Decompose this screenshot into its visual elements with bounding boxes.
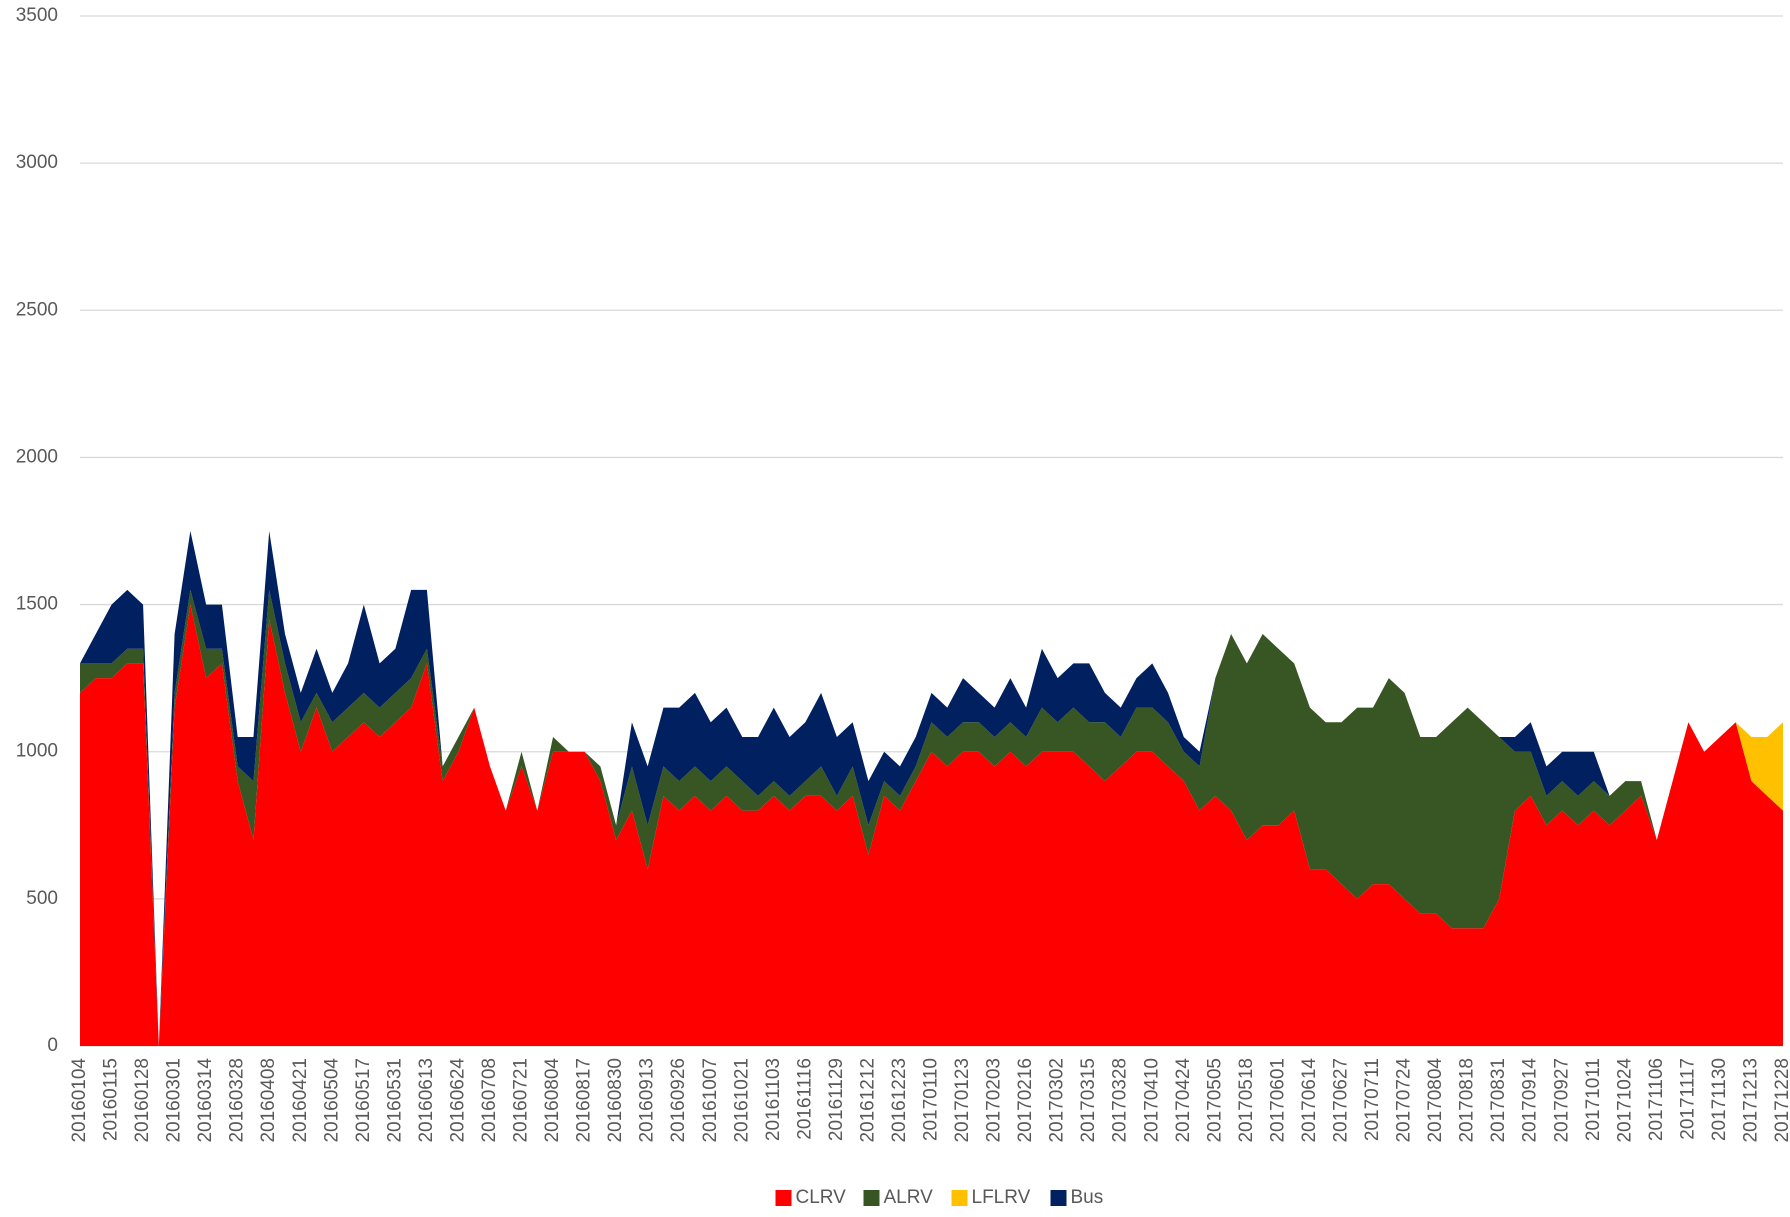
x-tick-label: 20160517 <box>353 1058 374 1143</box>
x-tick-label: 20170627 <box>1330 1058 1351 1143</box>
x-tick-label: 20160804 <box>542 1058 563 1143</box>
x-tick-label: 20161103 <box>763 1058 784 1141</box>
x-tick-label: 20160421 <box>290 1058 311 1143</box>
x-tick-label: 20160328 <box>227 1058 248 1143</box>
x-tick-label: 20160830 <box>605 1058 626 1143</box>
x-tick-label: 20160314 <box>195 1058 216 1143</box>
legend-swatch <box>863 1190 880 1206</box>
x-tick-label: 20170831 <box>1488 1058 1509 1143</box>
legend-label: LFLRV <box>972 1187 1031 1208</box>
y-tick-label: 3000 <box>16 152 58 173</box>
x-tick-label: 20160926 <box>668 1058 689 1143</box>
x-tick-label: 20161021 <box>731 1058 752 1143</box>
x-tick-label: 20170518 <box>1236 1058 1257 1143</box>
legend-swatch <box>951 1190 968 1206</box>
x-tick-label: 20170302 <box>1047 1058 1068 1143</box>
x-tick-label: 20160913 <box>637 1058 658 1143</box>
legend: CLRV ALRV LFLRV Bus <box>775 1187 1104 1208</box>
y-tick-label: 2000 <box>16 446 58 467</box>
x-tick-label: 20160128 <box>132 1058 153 1143</box>
x-tick-label: 20160708 <box>479 1058 500 1143</box>
y-tick-label: 0 <box>47 1035 58 1056</box>
x-tick-label: 20170315 <box>1078 1058 1099 1143</box>
x-tick-label: 20170216 <box>1015 1058 1036 1143</box>
x-tick-label: 20170110 <box>921 1058 942 1141</box>
x-tick-label: 20160115 <box>101 1058 122 1141</box>
y-tick-label: 3500 <box>16 5 58 26</box>
x-tick-label: 20160531 <box>384 1058 405 1143</box>
legend-label: CLRV <box>796 1187 847 1208</box>
x-tick-label: 20161223 <box>889 1058 910 1143</box>
x-tick-label: 20170410 <box>1141 1058 1162 1143</box>
x-tick-label: 20170424 <box>1173 1058 1194 1143</box>
x-tick-label: 20170614 <box>1299 1058 1320 1143</box>
x-tick-label: 20171106 <box>1646 1058 1667 1141</box>
x-tick-label: 20170601 <box>1267 1058 1288 1143</box>
legend-label: ALRV <box>884 1187 934 1208</box>
area-clrv <box>80 604 1783 1046</box>
area-alrv <box>80 589 1783 1046</box>
x-tick-label: 20171011 <box>1583 1058 1604 1141</box>
x-tick-label: 20160613 <box>416 1058 437 1143</box>
x-tick-label: 20170203 <box>984 1058 1005 1143</box>
x-tick-label: 20171213 <box>1740 1058 1761 1143</box>
x-tick-label: 20161129 <box>826 1058 847 1141</box>
labels: 0 500 1000 1500 2000 2500 3000 3500 20160104 2016… <box>16 5 1790 1143</box>
x-tick-label: 20170328 <box>1110 1058 1131 1143</box>
x-tick-label: 20160504 <box>321 1058 342 1143</box>
legend-swatch <box>1050 1190 1067 1206</box>
legend-swatch <box>775 1190 792 1206</box>
legend-label: Bus <box>1071 1187 1104 1208</box>
x-tick-label: 20160408 <box>258 1058 279 1143</box>
y-tick-label: 1500 <box>16 594 58 615</box>
x-tick-label: 20160104 <box>69 1058 90 1143</box>
x-tick-label: 20160721 <box>511 1058 532 1143</box>
x-tick-label: 20160624 <box>447 1058 468 1143</box>
x-tick-label: 20161007 <box>700 1058 721 1143</box>
x-tick-label: 20171024 <box>1614 1058 1635 1143</box>
x-tick-label: 20171117 <box>1677 1058 1698 1140</box>
x-tick-label: 20170711 <box>1362 1058 1383 1141</box>
x-tick-label: 20160301 <box>164 1058 185 1143</box>
x-tick-label: 20170123 <box>952 1058 973 1143</box>
x-tick-label: 20170927 <box>1551 1058 1572 1143</box>
x-tick-label: 20160817 <box>574 1058 595 1143</box>
y-tick-label: 1000 <box>16 741 58 762</box>
y-tick-label: 2500 <box>16 299 58 320</box>
x-tick-label: 20171130 <box>1709 1058 1730 1141</box>
x-tick-label: 20170804 <box>1425 1058 1446 1143</box>
x-tick-label: 20171228 <box>1772 1058 1790 1143</box>
x-tick-label: 20170818 <box>1457 1058 1478 1143</box>
x-tick-label: 20170505 <box>1204 1058 1225 1143</box>
x-tick-label: 20170914 <box>1520 1058 1541 1143</box>
areas <box>80 531 1783 1046</box>
x-tick-label: 20161116 <box>794 1058 815 1140</box>
y-tick-label: 500 <box>26 888 58 909</box>
x-tick-label: 20161212 <box>857 1058 878 1143</box>
x-tick-label: 20170724 <box>1394 1058 1415 1143</box>
